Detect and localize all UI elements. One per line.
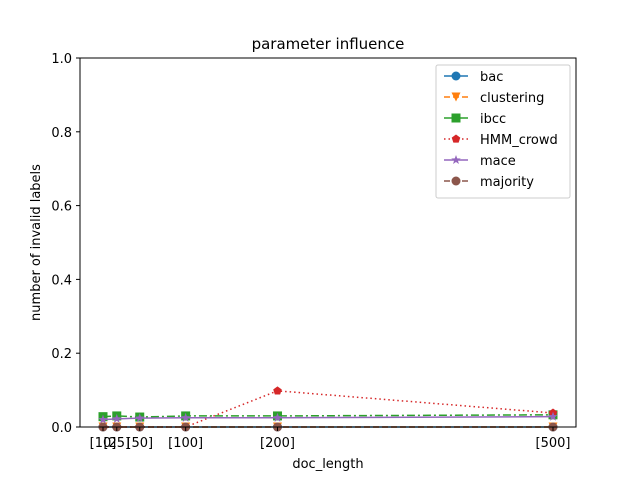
legend-marker	[451, 134, 461, 143]
legend-marker	[451, 176, 461, 186]
legend-item-bac: bac	[444, 70, 503, 85]
y-tick-label: 0.2	[51, 347, 72, 362]
x-axis: [10][25][50] [100] [200] [500]	[90, 427, 571, 451]
series-ibcc	[98, 410, 558, 422]
x-tick-label: [200]	[260, 436, 295, 451]
plot-area	[98, 386, 558, 432]
legend-label: bac	[480, 70, 503, 85]
legend-item-mace: mace	[444, 154, 516, 169]
legend-item-majority: majority	[444, 175, 534, 190]
data-point-mace	[134, 413, 145, 423]
legend-item-ibcc: ibcc	[444, 112, 506, 127]
chart-title: parameter influence	[252, 35, 405, 53]
y-tick-label: 0.8	[51, 126, 72, 141]
data-point-mace	[180, 412, 191, 422]
legend-box	[435, 64, 571, 199]
series-line-HMM_crowd	[103, 390, 554, 428]
x-tick-label: [100]	[168, 436, 203, 451]
legend-label: majority	[480, 175, 534, 190]
data-point-mace	[98, 414, 108, 424]
data-point-mace	[548, 411, 558, 421]
legend-label: mace	[480, 154, 516, 169]
series-line-mace	[102, 415, 554, 421]
legend-label: clustering	[480, 91, 544, 106]
data-point-mace	[272, 412, 283, 422]
legend-marker	[451, 92, 461, 102]
y-tick-label: 1.0	[51, 52, 72, 67]
legend-label: HMM_crowd	[480, 133, 558, 148]
data-point-mace	[112, 413, 122, 423]
series-HMM_crowd	[98, 386, 558, 431]
y-tick-label: 0.6	[51, 200, 72, 215]
y-tick-label: 0.4	[51, 273, 72, 288]
x-tick-label: [10]	[90, 436, 117, 451]
x-tick-label: [500]	[536, 436, 571, 451]
y-axis: 0.0 0.2 0.4 0.6 0.8 1.0	[51, 52, 80, 436]
data-point-HMM_crowd	[273, 386, 282, 395]
legend-marker	[451, 113, 461, 123]
x-tick-label: [25]	[103, 436, 130, 451]
x-axis-label: doc_length	[292, 457, 363, 472]
y-axis-label: number of invalid labels	[29, 164, 44, 321]
legend-item-clustering: clustering	[444, 91, 544, 106]
legend-item-HMM_crowd: HMM_crowd	[444, 133, 558, 148]
plot-frame	[79, 57, 577, 428]
legend-marker	[451, 155, 461, 165]
x-tick-label: [50]	[126, 436, 153, 451]
legend-label: ibcc	[480, 112, 506, 127]
legend-marker	[451, 71, 461, 81]
y-tick-label: 0.0	[51, 421, 72, 436]
series-mace	[98, 411, 558, 424]
